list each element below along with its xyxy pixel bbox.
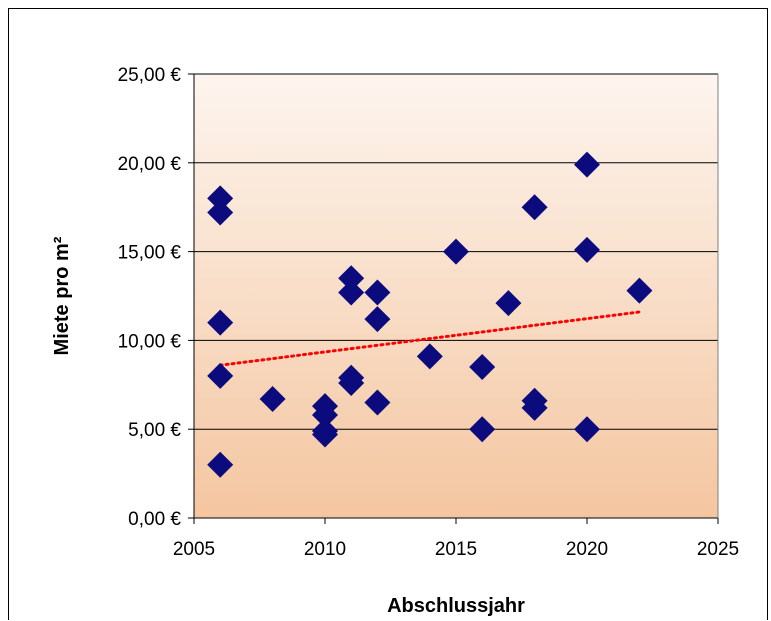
data-point-marker bbox=[312, 421, 338, 448]
data-point-marker bbox=[364, 389, 391, 416]
data-point-marker bbox=[259, 386, 286, 413]
trendline bbox=[218, 310, 641, 367]
data-point-marker bbox=[574, 416, 600, 443]
data-point-marker bbox=[364, 306, 391, 333]
data-point-marker bbox=[338, 370, 365, 397]
data-point-marker bbox=[443, 238, 469, 265]
y-tick-label: 10,00 € bbox=[118, 331, 182, 352]
data-point-marker bbox=[495, 290, 522, 317]
data-points bbox=[207, 151, 653, 478]
x-tick-label: 2010 bbox=[304, 539, 346, 560]
y-tick-label: 25,00 € bbox=[118, 65, 182, 86]
data-point-marker bbox=[312, 401, 338, 428]
data-point-marker bbox=[338, 279, 365, 306]
data-point-marker bbox=[574, 236, 600, 263]
data-point-marker bbox=[521, 194, 548, 221]
data-point-marker bbox=[574, 151, 600, 178]
trendline-path bbox=[218, 310, 641, 367]
data-point-marker bbox=[207, 362, 234, 389]
data-point-marker bbox=[416, 343, 443, 370]
x-tick-label: 2015 bbox=[435, 539, 477, 560]
y-tick-label: 5,00 € bbox=[128, 420, 181, 441]
data-point-marker bbox=[338, 265, 365, 292]
data-point-marker bbox=[207, 185, 234, 212]
y-tick-label: 15,00 € bbox=[118, 243, 182, 264]
x-tick-label: 2025 bbox=[697, 539, 739, 560]
x-tick-label: 2005 bbox=[173, 539, 215, 560]
y-axis-title: Miete pro m² bbox=[51, 236, 73, 355]
data-point-marker bbox=[626, 277, 653, 304]
data-point-marker bbox=[207, 199, 234, 226]
data-point-marker bbox=[521, 394, 548, 421]
data-point-marker bbox=[207, 309, 234, 336]
data-point-marker bbox=[469, 354, 496, 381]
data-point-marker bbox=[207, 451, 234, 478]
data-point-marker bbox=[364, 279, 391, 306]
y-tick-label: 20,00 € bbox=[118, 154, 182, 175]
tick-labels: 0,00 € 5,00 € 10,00 € 15,00 € 20,00 € 25,00 €… bbox=[118, 65, 740, 560]
y-tick-label: 0,00 € bbox=[128, 509, 181, 530]
axes bbox=[193, 74, 719, 519]
plot-area bbox=[194, 74, 718, 518]
x-axis-title: Abschlussjahr bbox=[387, 595, 525, 617]
x-tick-label: 2020 bbox=[566, 539, 608, 560]
data-point-marker bbox=[469, 416, 496, 443]
